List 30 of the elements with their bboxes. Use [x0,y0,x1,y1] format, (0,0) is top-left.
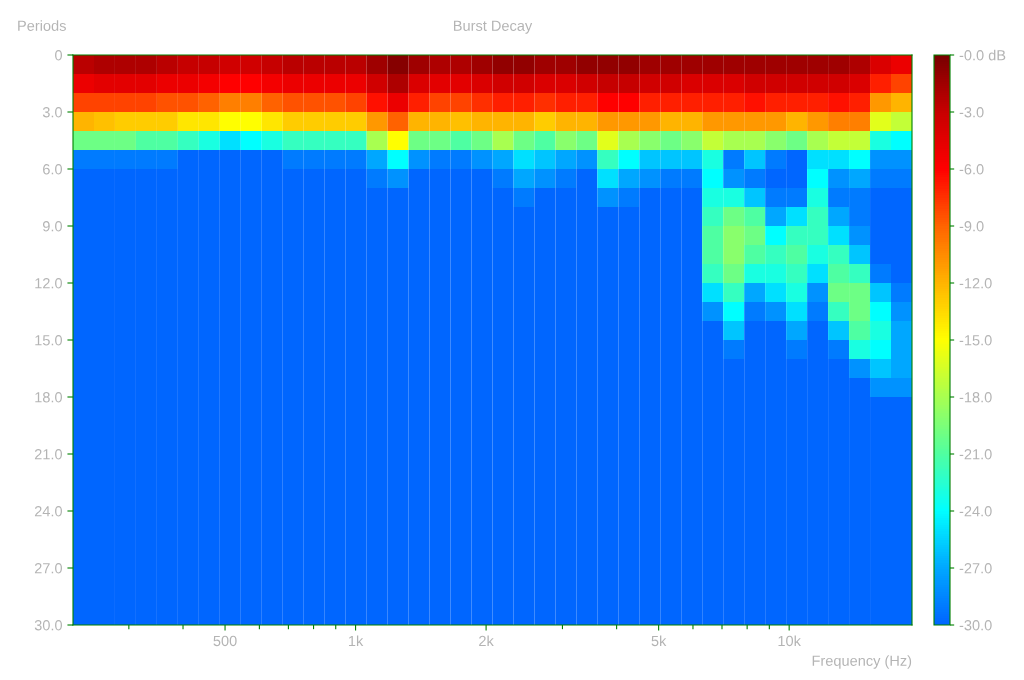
x-tick-label: 5k [651,635,667,647]
y-tick-label: 27.0 [34,563,63,574]
x-axis-title: Frequency (Hz) [812,655,912,669]
y-tick-label: 15.0 [35,335,63,346]
y-tick-label: 0 [55,50,63,61]
y-tick-label: 3.0 [42,107,63,118]
color-bar-label: -30.0 [959,620,992,631]
y-tick-label: 30.0 [34,620,63,631]
color-bar-label: -18.0 [959,392,992,403]
y-tick-label: 12.0 [35,278,63,289]
y-tick-label: 18.0 [35,392,63,403]
y-tick-label: 6.0 [43,164,63,175]
y-axis-title: Periods [18,20,66,31]
x-tick-label: 2k [479,635,494,646]
y-tick-label: 21.0 [34,449,63,460]
x-tick-label: 500 [213,635,237,647]
y-tick-label: 24.0 [34,506,63,517]
x-tick-label: 1k [348,635,364,646]
color-bar-label: -12.0 [959,278,992,289]
color-bar-label: -0.0 dB [959,49,1006,61]
color-bar-label: -27.0 [959,563,992,574]
color-bar-label: -24.0 [959,506,992,517]
color-bar-label: -15.0 [959,335,992,346]
chart-title: Burst Decay [453,20,533,34]
y-tick-label: 9.0 [43,221,63,232]
color-bar-label: -3.0 [959,107,984,118]
color-bar-label: -9.0 [959,221,984,232]
x-tick-label: 10k [778,635,801,647]
color-bar-label: -6.0 [959,164,984,175]
color-bar-label: -21.0 [959,449,992,460]
